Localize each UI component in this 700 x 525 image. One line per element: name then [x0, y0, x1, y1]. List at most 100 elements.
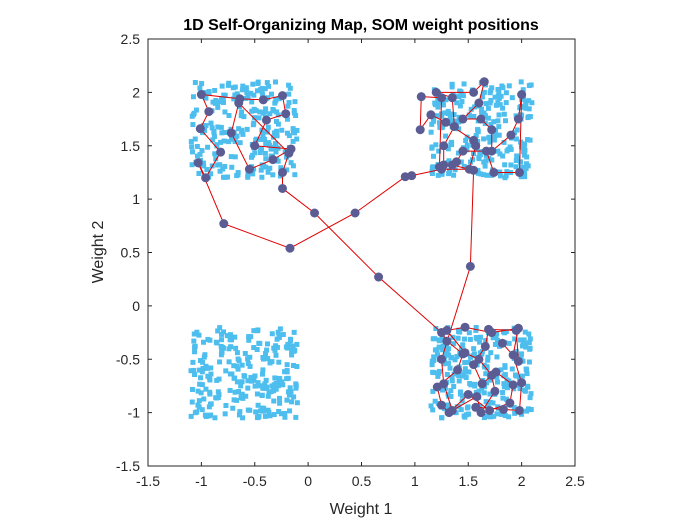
data-point — [525, 406, 531, 412]
data-point — [219, 83, 225, 89]
data-point — [522, 388, 528, 394]
data-point — [254, 88, 260, 94]
data-point — [259, 89, 265, 95]
data-point — [259, 86, 265, 92]
data-point — [226, 113, 232, 119]
data-point — [205, 144, 211, 150]
data-point — [238, 113, 244, 119]
data-point — [526, 331, 532, 337]
data-point — [441, 361, 447, 367]
data-point — [229, 164, 235, 170]
data-point — [191, 110, 197, 116]
data-point — [189, 387, 195, 393]
data-point — [445, 391, 451, 397]
data-point — [218, 352, 224, 358]
data-point — [239, 362, 245, 368]
data-point — [284, 397, 290, 403]
data-point — [294, 136, 300, 142]
data-point — [456, 126, 462, 132]
data-point — [485, 402, 491, 408]
data-point — [290, 343, 296, 349]
data-point — [291, 107, 297, 113]
data-point — [444, 371, 450, 377]
som-neuron — [204, 107, 214, 117]
som-neuron — [400, 172, 410, 182]
data-point — [517, 386, 523, 392]
data-point — [445, 402, 451, 408]
data-point — [439, 415, 445, 421]
data-point — [277, 400, 283, 406]
data-point — [436, 120, 442, 126]
som-neuron — [216, 147, 226, 157]
data-point — [200, 366, 206, 372]
som-neuron — [513, 356, 523, 366]
x-tick-label: 2 — [518, 473, 526, 489]
data-point — [218, 124, 224, 130]
data-point — [202, 127, 208, 133]
data-point — [458, 159, 464, 165]
data-point — [485, 105, 491, 111]
data-point — [275, 121, 281, 127]
data-point — [216, 392, 222, 398]
data-point — [278, 411, 284, 417]
data-point — [484, 380, 490, 386]
data-point — [526, 359, 532, 365]
data-point — [255, 80, 261, 86]
data-point — [526, 98, 532, 104]
data-point — [504, 169, 510, 175]
som-neuron — [284, 148, 294, 158]
data-point — [208, 371, 214, 377]
data-point — [257, 408, 263, 414]
y-tick-label: 0 — [132, 298, 140, 314]
data-point — [286, 100, 292, 106]
data-point — [512, 372, 518, 378]
data-point — [435, 373, 441, 379]
data-point — [208, 401, 213, 407]
data-point — [481, 136, 487, 142]
data-point — [273, 380, 279, 386]
data-point — [271, 388, 277, 394]
som-neuron — [278, 183, 287, 193]
data-point — [218, 99, 224, 105]
data-point — [262, 109, 268, 115]
data-point — [503, 100, 509, 106]
data-point — [445, 146, 451, 152]
data-point — [284, 167, 290, 173]
data-point — [204, 365, 210, 371]
data-point — [278, 165, 284, 171]
data-point — [506, 83, 512, 89]
data-point — [247, 363, 253, 369]
data-point — [494, 337, 500, 343]
y-tick-label: 1.5 — [121, 138, 141, 154]
data-point — [197, 85, 203, 91]
data-point — [490, 400, 496, 406]
data-point — [468, 113, 474, 119]
data-point — [289, 399, 295, 405]
data-point — [488, 97, 494, 103]
data-point — [292, 172, 298, 178]
data-point — [484, 172, 490, 178]
data-point — [500, 105, 506, 111]
data-point — [257, 109, 263, 115]
som-neuron — [513, 114, 523, 124]
data-point — [246, 337, 252, 343]
som-neuron — [497, 338, 507, 348]
data-point — [238, 383, 244, 389]
data-point — [201, 339, 207, 345]
data-point — [262, 150, 268, 156]
data-point — [262, 86, 268, 92]
som-neuron — [350, 208, 360, 218]
som-neuron — [506, 130, 516, 140]
data-point — [271, 412, 277, 418]
data-point — [454, 100, 460, 106]
data-point — [456, 94, 462, 100]
data-point — [279, 127, 285, 133]
data-point — [443, 97, 449, 103]
data-point — [494, 411, 500, 417]
data-point — [204, 167, 210, 173]
data-point — [263, 351, 269, 356]
data-point — [514, 127, 520, 133]
data-point — [276, 333, 282, 339]
data-point — [208, 120, 214, 126]
data-point — [219, 344, 225, 350]
